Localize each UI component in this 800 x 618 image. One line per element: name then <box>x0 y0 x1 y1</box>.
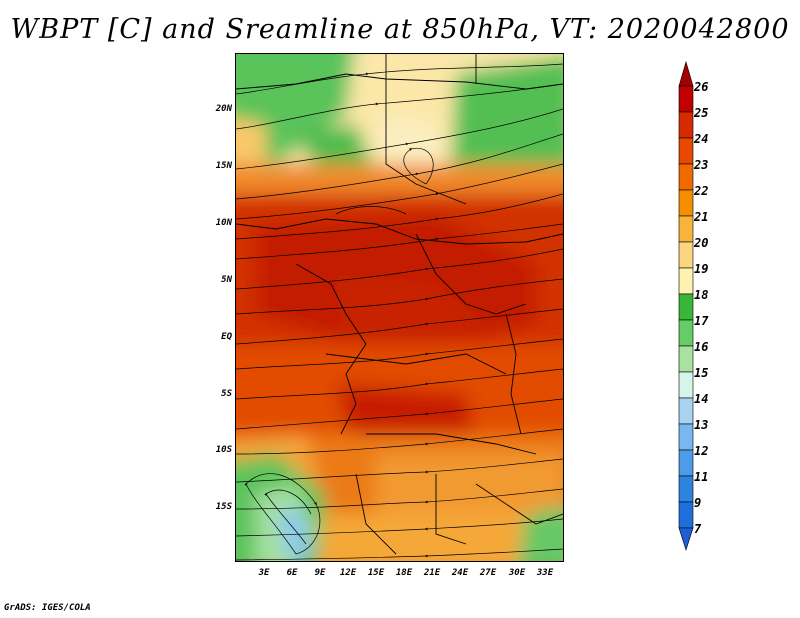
map-canvas <box>236 54 563 561</box>
lon-label-27e: 27E <box>479 568 497 578</box>
colorbar-label-18: 18 <box>694 288 709 302</box>
lon-label-3e: 3E <box>258 568 270 578</box>
colorbar-segment <box>678 85 694 113</box>
colorbar-segment <box>678 241 694 269</box>
lat-label-10s: 10S <box>215 445 232 455</box>
colorbar-bottom-triangle <box>678 527 694 551</box>
lon-label-9e: 9E <box>314 568 326 578</box>
colorbar-label-7: 7 <box>694 522 702 536</box>
colorbar-segment <box>678 475 694 503</box>
colorbar-label-17: 17 <box>694 314 709 328</box>
colorbar-label-13: 13 <box>694 418 709 432</box>
colorbar-segment <box>678 111 694 139</box>
colorbar-segment <box>678 163 694 191</box>
colorbar-label-23: 23 <box>694 158 709 172</box>
colorbar-segment <box>678 449 694 477</box>
colorbar <box>678 60 694 551</box>
colorbar-label-22: 22 <box>694 184 709 198</box>
lon-label-24e: 24E <box>451 568 469 578</box>
lon-label-30e: 30E <box>508 568 526 578</box>
lon-label-21e: 21E <box>423 568 441 578</box>
colorbar-label-14: 14 <box>694 392 709 406</box>
streamlines <box>236 63 563 561</box>
colorbar-segment <box>678 371 694 399</box>
colorbar-segment <box>678 319 694 347</box>
colorbar-segment <box>678 293 694 321</box>
colorbar-segment <box>678 423 694 451</box>
colorbar-label-15: 15 <box>694 366 709 380</box>
lat-label-15s: 15S <box>215 502 232 512</box>
lat-label-10n: 10N <box>215 218 232 228</box>
lon-label-12e: 12E <box>339 568 357 578</box>
colorbar-label-26: 26 <box>694 80 709 94</box>
lat-label-5n: 5N <box>221 275 232 285</box>
colorbar-label-24: 24 <box>694 132 709 146</box>
colorbar-label-9: 9 <box>694 496 702 510</box>
lon-label-15e: 15E <box>367 568 385 578</box>
colorbar-label-25: 25 <box>694 106 709 120</box>
colorbar-label-20: 20 <box>694 236 709 250</box>
weather-map <box>235 53 564 562</box>
colorbar-segment <box>678 215 694 243</box>
colorbar-top-triangle <box>678 60 694 87</box>
colorbar-segment <box>678 267 694 295</box>
colorbar-label-12: 12 <box>694 444 709 458</box>
colorbar-segment <box>678 501 694 529</box>
lat-label-15n: 15N <box>215 161 232 171</box>
wbpt-field <box>236 54 563 561</box>
lat-label-20n: 20N <box>215 104 232 114</box>
colorbar-label-11: 11 <box>694 470 709 484</box>
colorbar-segment <box>678 397 694 425</box>
colorbar-label-16: 16 <box>694 340 709 354</box>
colorbar-segment <box>678 189 694 217</box>
colorbar-segment <box>678 345 694 373</box>
grads-credit: GrADS: IGES/COLA <box>4 603 91 613</box>
lat-label-eq: EQ <box>221 332 232 342</box>
lon-label-18e: 18E <box>395 568 413 578</box>
colorbar-label-19: 19 <box>694 262 709 276</box>
lat-label-5s: 5S <box>221 389 232 399</box>
colorbar-label-21: 21 <box>694 210 709 224</box>
lon-label-33e: 33E <box>536 568 554 578</box>
chart-title: WBPT [C] and Sreamline at 850hPa, VT: 20… <box>10 14 790 45</box>
lon-label-6e: 6E <box>286 568 298 578</box>
colorbar-segment <box>678 137 694 165</box>
